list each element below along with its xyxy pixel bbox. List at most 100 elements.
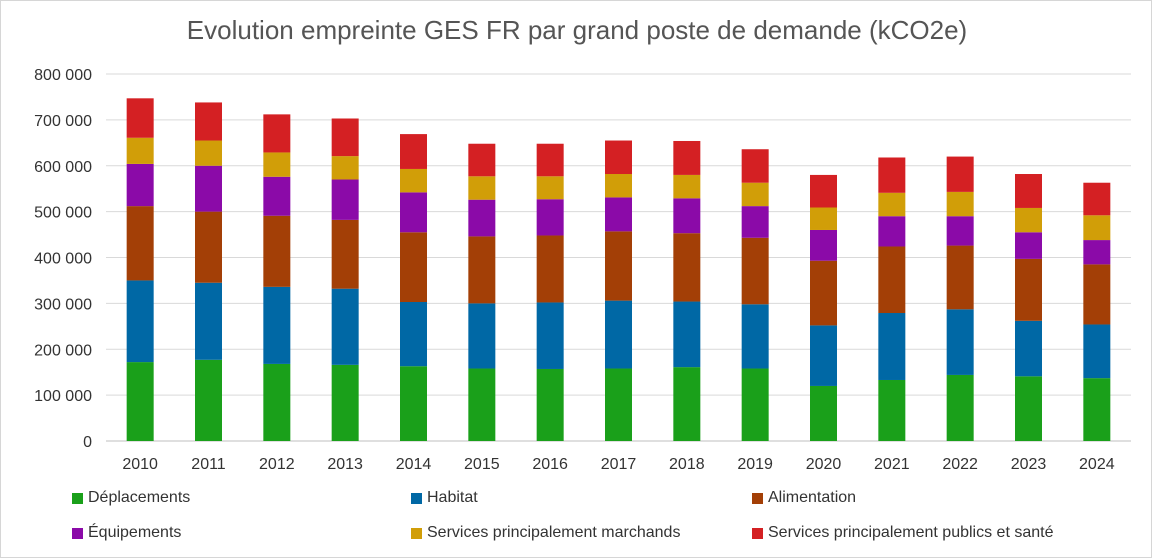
bar-segment — [331, 118, 359, 157]
bar-segment — [468, 303, 496, 369]
bar-segment — [605, 368, 632, 441]
legend-label: Services principalement publics et santé — [768, 524, 1054, 541]
bar-segment — [331, 156, 359, 180]
bar-segment — [400, 301, 427, 367]
x-tick-label: 2012 — [259, 456, 295, 473]
bar-segment — [605, 174, 632, 198]
legend-label: Alimentation — [768, 489, 857, 506]
bar-segment — [400, 366, 427, 441]
bar-segment — [331, 179, 359, 220]
bar-segment — [536, 368, 564, 441]
bar-segment — [1083, 264, 1111, 325]
bar-segment — [468, 143, 496, 177]
y-tick-label: 0 — [83, 434, 92, 451]
x-tick-label: 2017 — [601, 456, 637, 473]
bar-segment — [126, 163, 154, 207]
bar-segment — [195, 165, 222, 212]
x-tick-label: 2011 — [191, 456, 226, 473]
bar-segment — [673, 233, 701, 302]
bar-segment — [1015, 174, 1042, 208]
bar-segment — [946, 216, 974, 246]
bar-segment — [126, 137, 154, 164]
bar-segment — [741, 149, 769, 183]
legend-item: Alimentation — [752, 489, 856, 507]
bar-segment — [536, 302, 564, 369]
x-tick-label: 2018 — [669, 456, 705, 473]
bar-segment — [1015, 258, 1042, 321]
bar-segment — [195, 359, 222, 441]
chart-plot: 0 100 000 200 000 300 000 400 000 500 000 600 … — [34, 67, 1131, 473]
x-tick-label: 2016 — [532, 456, 568, 473]
bar-segment — [536, 235, 564, 303]
bar-segment — [946, 156, 974, 192]
bar-segment — [536, 143, 564, 177]
bar-segment — [263, 114, 291, 153]
bar-segment — [673, 198, 701, 234]
bar-segment — [741, 237, 769, 305]
bar-segment — [673, 367, 701, 441]
bar-segment — [946, 245, 974, 310]
bar-segment — [195, 282, 222, 360]
bar-segment — [468, 176, 496, 200]
legend-swatch — [72, 527, 83, 539]
y-tick-label: 200 000 — [34, 342, 92, 359]
bar-segment — [126, 280, 154, 363]
bar-segment — [946, 374, 974, 441]
bar-segment — [1083, 324, 1111, 379]
chart-legend: Déplacements Habitat Alimentation Équipemen… — [1, 486, 1153, 556]
bar-segment — [400, 232, 427, 302]
bar-segment — [741, 304, 769, 369]
bar-segment — [946, 309, 974, 375]
legend-label: Déplacements — [88, 489, 191, 506]
x-tick-label: 2022 — [942, 456, 978, 473]
bar-segment — [468, 199, 496, 237]
x-tick-label: 2023 — [1011, 456, 1047, 473]
bar-segment — [1083, 378, 1111, 441]
bar-segment — [605, 140, 632, 175]
bar-segment — [1015, 376, 1042, 441]
y-tick-label: 500 000 — [34, 205, 92, 222]
bar-segment — [126, 362, 154, 441]
bar-segment — [263, 363, 291, 441]
bar-segment — [400, 168, 427, 193]
legend-item: Habitat — [411, 489, 478, 507]
x-tick-label: 2013 — [327, 456, 363, 473]
bar-segment — [878, 192, 906, 217]
bar-segment — [263, 215, 291, 287]
bar-segment — [1015, 232, 1042, 259]
legend-swatch — [752, 527, 763, 539]
bar-segment — [195, 211, 222, 283]
bar-segment — [536, 199, 564, 236]
y-tick-label: 100 000 — [34, 388, 92, 405]
bar-segment — [741, 182, 769, 207]
bar-segment — [126, 98, 154, 138]
bar-segment — [468, 236, 496, 304]
bar-segment — [1083, 215, 1111, 241]
bar-segment — [878, 216, 906, 247]
chart-title: Evolution empreinte GES FR par grand pos… — [186, 15, 968, 45]
legend-item: Services principalement publics et santé — [752, 524, 1053, 542]
bar-segment — [263, 176, 291, 216]
bar-segment — [263, 286, 291, 364]
bar-segment — [810, 325, 837, 386]
bar-segment — [331, 364, 359, 441]
bar-segment — [126, 206, 154, 281]
legend-swatch — [411, 527, 422, 539]
bar-segment — [1015, 320, 1042, 377]
legend-item: Équipements — [72, 524, 181, 542]
bar-segment — [741, 368, 769, 441]
legend-swatch — [411, 492, 422, 504]
legend-item: Services principalement marchands — [411, 524, 680, 542]
bar-segment — [1083, 240, 1111, 265]
bar-segment — [400, 192, 427, 233]
bar-segment — [263, 152, 291, 177]
bar-segment — [810, 174, 837, 208]
y-tick-label: 300 000 — [34, 296, 92, 313]
bar-segment — [400, 134, 427, 169]
x-tick-label: 2024 — [1079, 456, 1115, 473]
bar-segment — [673, 140, 701, 175]
bar-segment — [810, 207, 837, 230]
bar-segment — [810, 260, 837, 326]
bar-segment — [741, 206, 769, 238]
